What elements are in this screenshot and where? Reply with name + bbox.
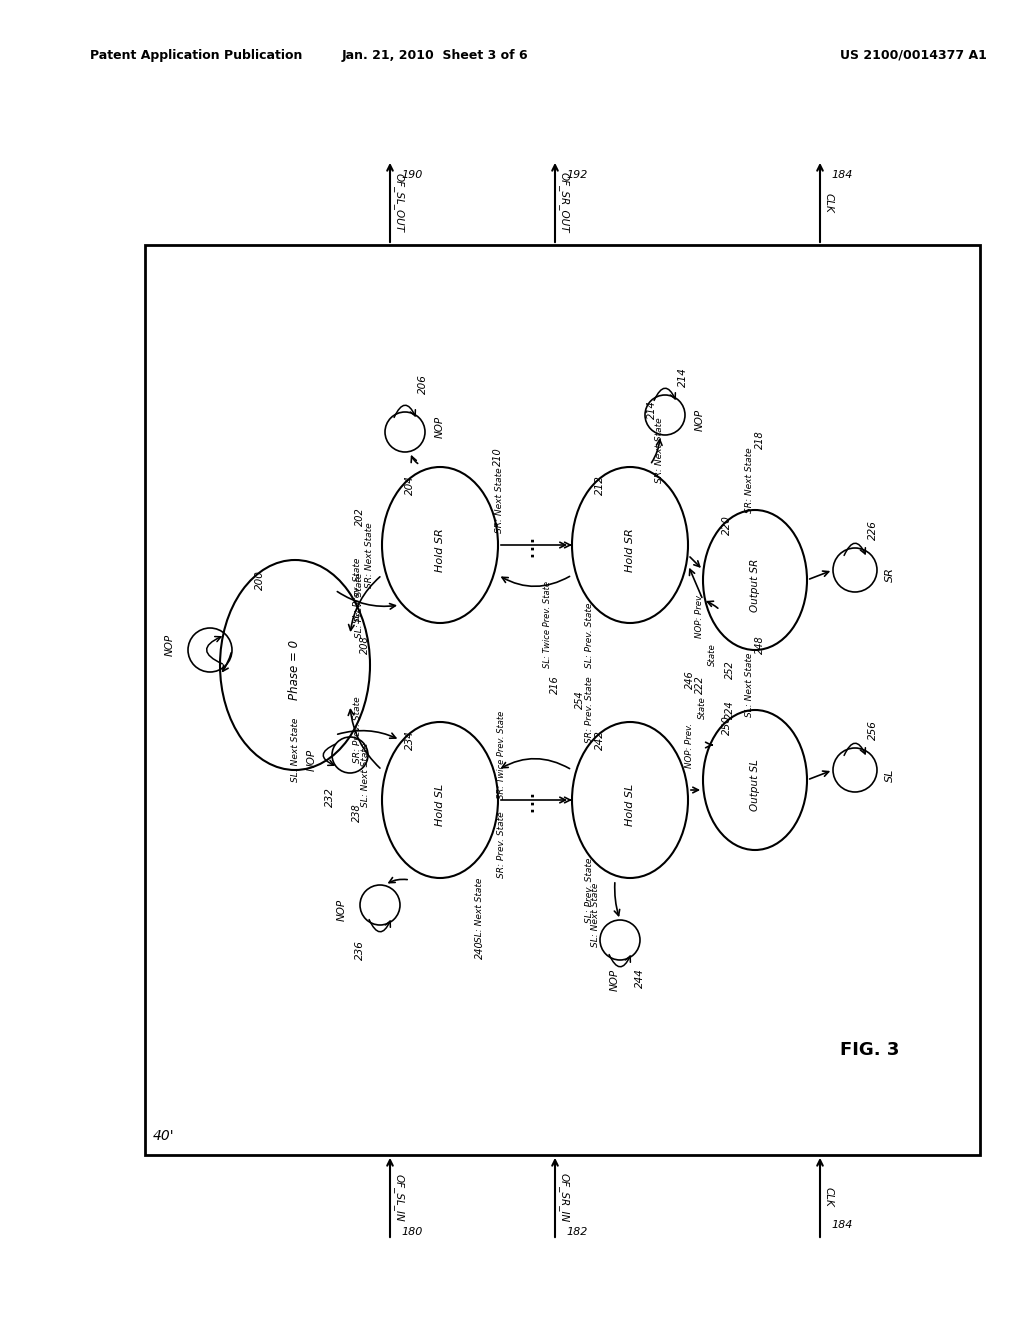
Text: SL: Prev. State: SL: Prev. State xyxy=(355,573,365,638)
Text: SL: Twice Prev. State: SL: Twice Prev. State xyxy=(544,582,553,668)
Text: 256: 256 xyxy=(868,721,878,741)
Text: SL: Next State: SL: Next State xyxy=(745,653,755,717)
Text: Patent Application Publication: Patent Application Publication xyxy=(90,49,302,62)
Text: 206: 206 xyxy=(418,374,428,393)
Text: 184: 184 xyxy=(831,1220,853,1230)
Text: 214: 214 xyxy=(647,401,657,420)
Text: NOP: Prev.: NOP: Prev. xyxy=(695,593,705,638)
Text: SL: Next State: SL: Next State xyxy=(591,883,599,948)
Text: US 2100/0014377 A1: US 2100/0014377 A1 xyxy=(840,49,987,62)
Text: 234: 234 xyxy=(406,730,415,750)
Text: SL: Next State: SL: Next State xyxy=(360,743,370,808)
Text: NOP: NOP xyxy=(435,416,445,438)
Text: CLK: CLK xyxy=(824,193,834,213)
Text: OF_SR_OUT: OF_SR_OUT xyxy=(559,172,570,232)
Text: SR: Prev. State: SR: Prev. State xyxy=(353,697,362,763)
Text: SR: Prev. State: SR: Prev. State xyxy=(586,677,595,743)
Text: State: State xyxy=(708,644,717,667)
Text: 182: 182 xyxy=(566,1228,588,1237)
Text: 210: 210 xyxy=(493,447,503,466)
Text: 204: 204 xyxy=(406,475,415,495)
Text: SR: SR xyxy=(885,568,895,582)
Text: 214: 214 xyxy=(678,367,688,387)
Text: 40': 40' xyxy=(153,1129,175,1143)
Text: 254: 254 xyxy=(575,690,585,709)
Text: SL: Next State: SL: Next State xyxy=(475,878,484,942)
Text: 238: 238 xyxy=(352,804,362,822)
Text: FIG. 3: FIG. 3 xyxy=(841,1041,900,1059)
Text: SL: Next State: SL: Next State xyxy=(291,718,299,783)
Text: 248: 248 xyxy=(755,636,765,655)
Text: SL: Prev. State: SL: Prev. State xyxy=(586,857,595,923)
Text: 240: 240 xyxy=(475,941,485,960)
Text: NOP: Prev.: NOP: Prev. xyxy=(685,722,694,767)
Text: 208: 208 xyxy=(360,636,370,655)
Text: Hold SL: Hold SL xyxy=(625,784,635,826)
Text: 220: 220 xyxy=(722,515,732,535)
Text: SR: Prev. State: SR: Prev. State xyxy=(498,812,507,878)
Text: ...: ... xyxy=(513,533,537,557)
Text: 226: 226 xyxy=(868,520,878,540)
Text: 202: 202 xyxy=(355,508,365,527)
Text: 192: 192 xyxy=(566,170,588,180)
Text: NOP: NOP xyxy=(337,899,347,921)
Text: 216: 216 xyxy=(550,676,560,694)
Text: 242: 242 xyxy=(595,730,605,750)
Text: OF_SR_IN: OF_SR_IN xyxy=(559,1173,570,1222)
Text: 218: 218 xyxy=(755,430,765,449)
Text: Jan. 21, 2010  Sheet 3 of 6: Jan. 21, 2010 Sheet 3 of 6 xyxy=(342,49,528,62)
Bar xyxy=(145,246,980,1155)
Text: 250: 250 xyxy=(722,715,732,735)
Text: Hold SR: Hold SR xyxy=(435,528,445,572)
Text: OF_SL_IN: OF_SL_IN xyxy=(394,1173,404,1221)
Text: 252: 252 xyxy=(725,660,735,680)
Text: 246: 246 xyxy=(685,671,695,689)
Text: NOP: NOP xyxy=(610,969,620,991)
Text: 222: 222 xyxy=(695,676,705,694)
Text: SR: Next State: SR: Next State xyxy=(496,467,505,533)
Text: SL: Prev. State: SL: Prev. State xyxy=(353,557,362,623)
Text: 180: 180 xyxy=(401,1228,423,1237)
Text: 200: 200 xyxy=(255,570,265,590)
Text: State: State xyxy=(697,697,707,719)
Text: 184: 184 xyxy=(831,170,853,180)
Text: NOP: NOP xyxy=(695,409,705,432)
Text: SL: Prev. State: SL: Prev. State xyxy=(586,602,595,668)
Text: NOP: NOP xyxy=(165,634,175,656)
Text: OF_SL_OUT: OF_SL_OUT xyxy=(394,173,404,232)
Text: SL: SL xyxy=(885,768,895,781)
Text: 224: 224 xyxy=(725,701,735,719)
Text: NOP: NOP xyxy=(307,748,317,771)
Text: 212: 212 xyxy=(595,475,605,495)
Text: SR: Next State: SR: Next State xyxy=(655,417,665,483)
Text: Hold SL: Hold SL xyxy=(435,784,445,826)
Text: CLK: CLK xyxy=(824,1187,834,1206)
Text: Output SL: Output SL xyxy=(750,759,760,810)
Text: SR: Next State: SR: Next State xyxy=(745,447,755,512)
Text: Output SR: Output SR xyxy=(750,558,760,611)
Text: 232: 232 xyxy=(325,787,335,807)
Text: 236: 236 xyxy=(355,940,365,960)
Text: 190: 190 xyxy=(401,170,423,180)
Text: 244: 244 xyxy=(635,968,645,987)
Text: SR: Next State: SR: Next State xyxy=(366,523,375,587)
Text: ...: ... xyxy=(513,788,537,812)
Text: Hold SR: Hold SR xyxy=(625,528,635,572)
Text: SR: Twice Prev. State: SR: Twice Prev. State xyxy=(498,711,507,799)
Text: Phase = 0: Phase = 0 xyxy=(289,640,301,700)
